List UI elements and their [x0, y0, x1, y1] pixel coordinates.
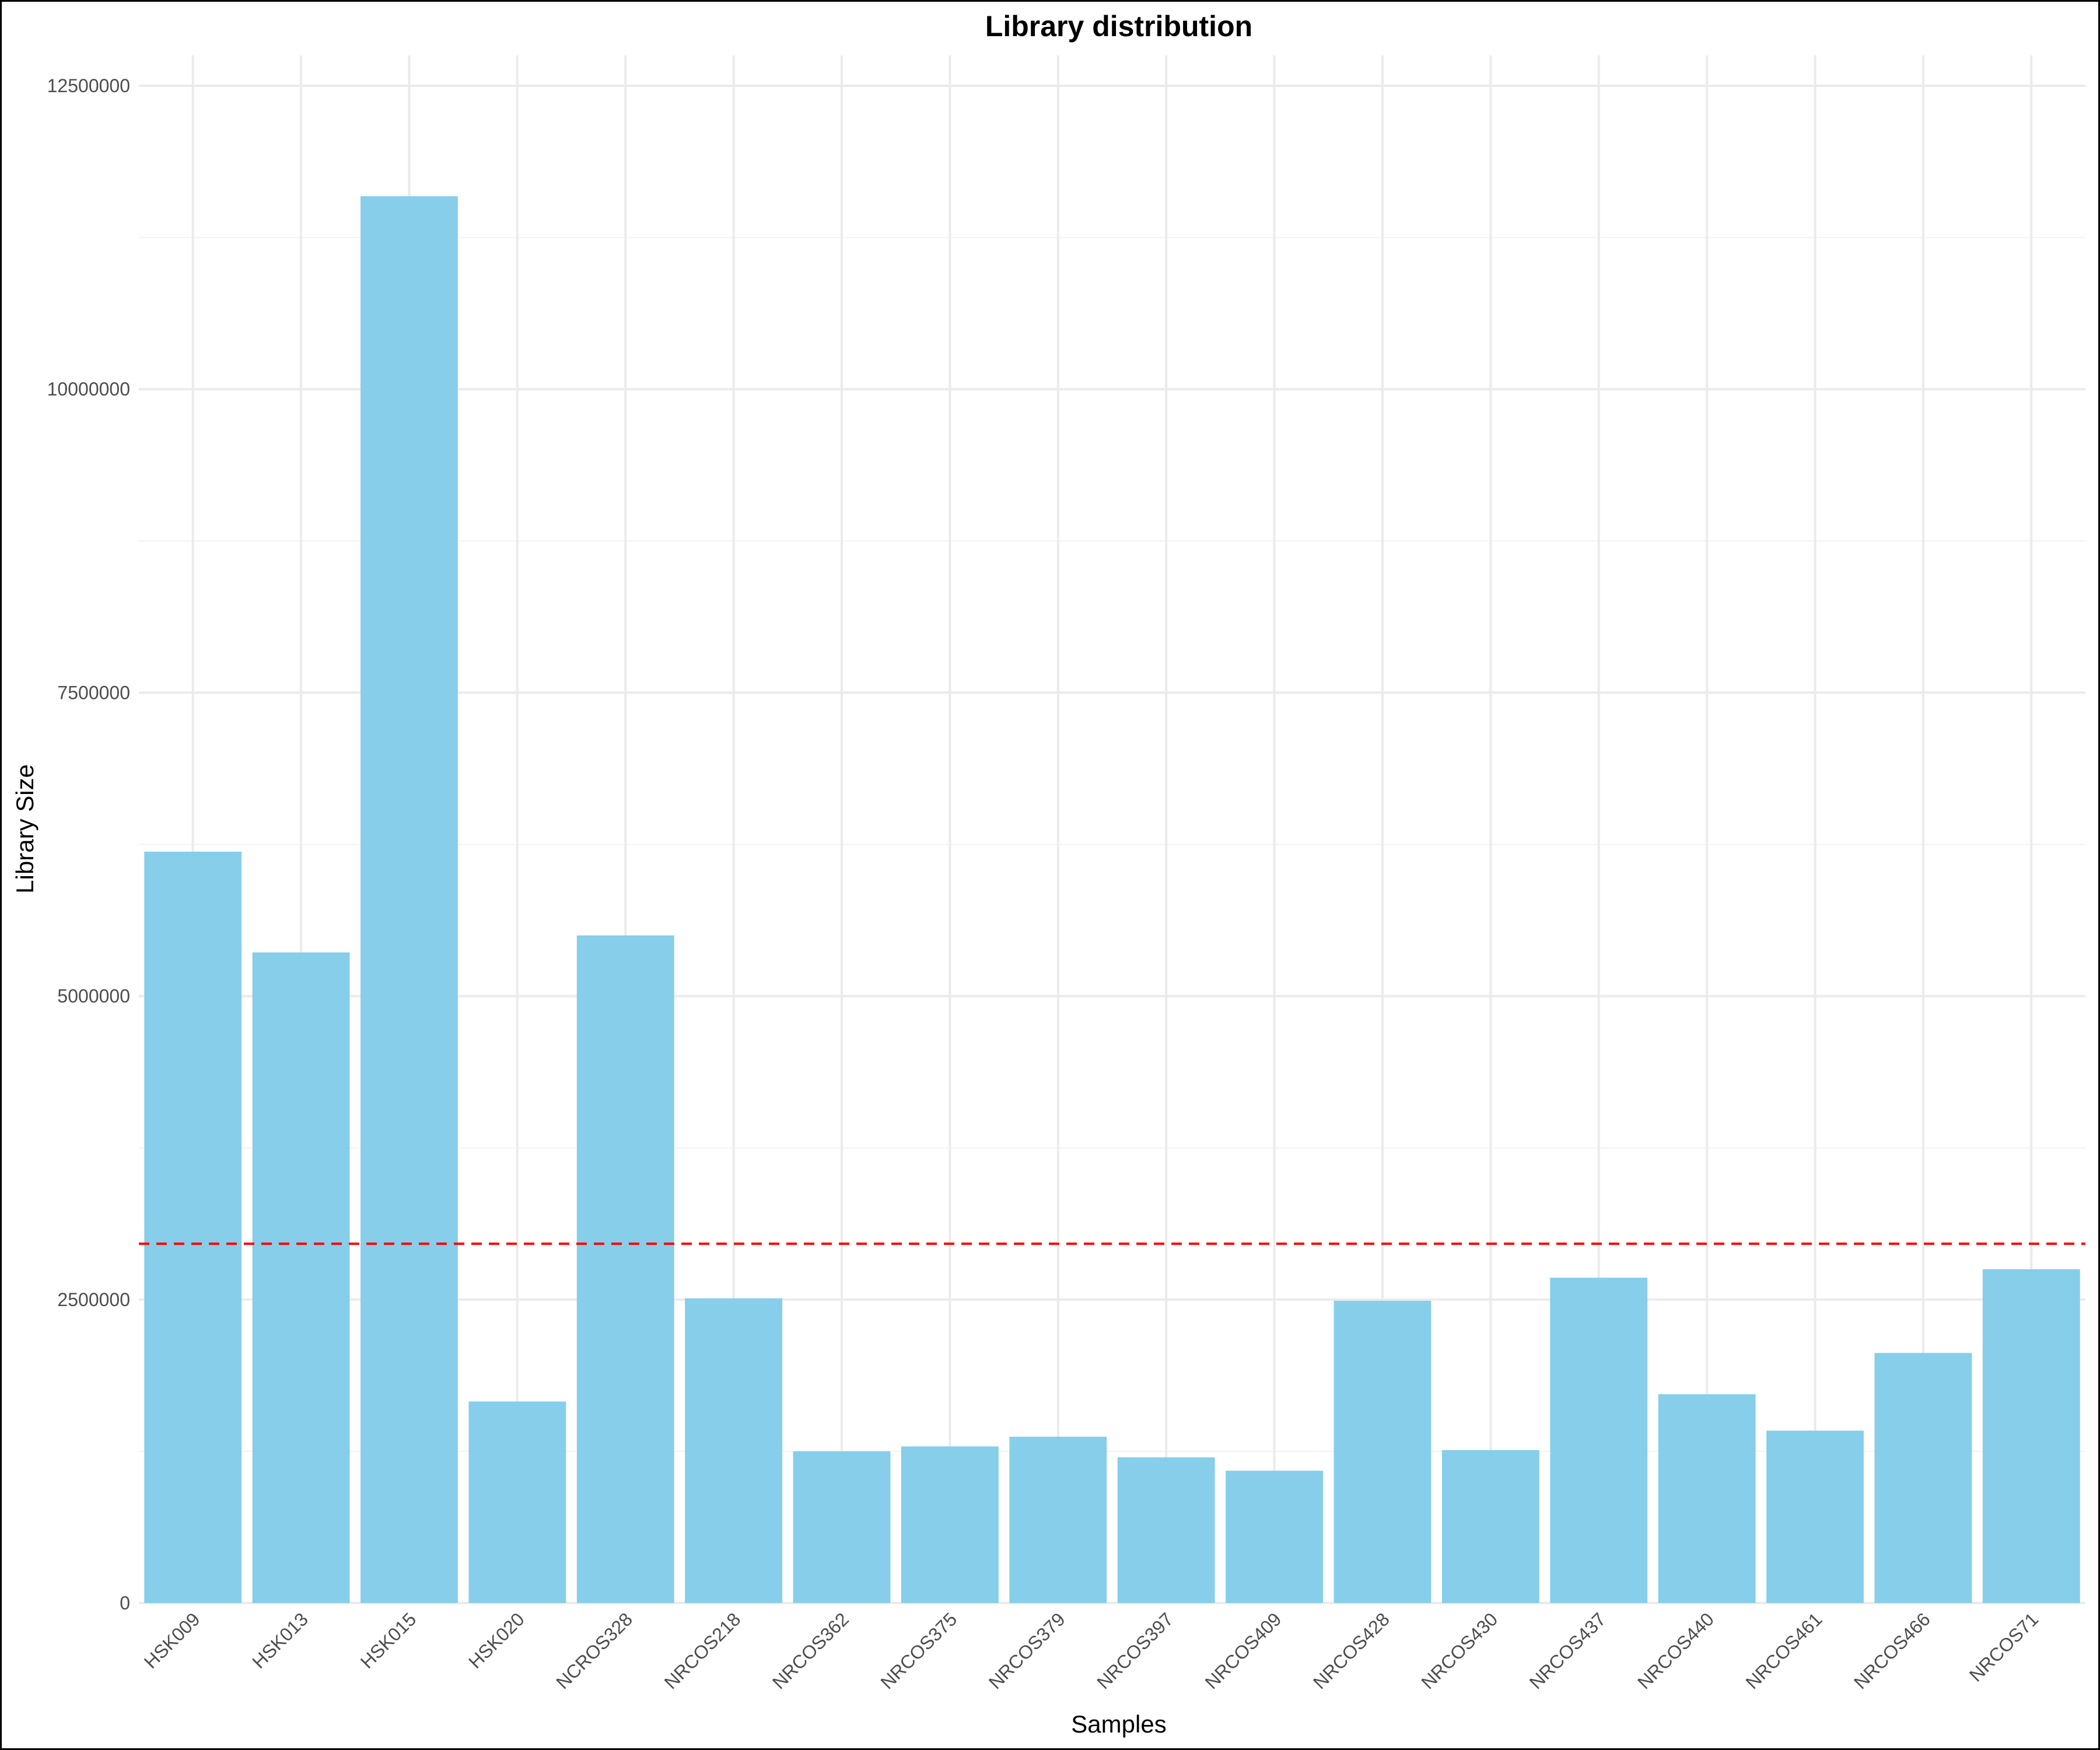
bar-nrcos397	[1117, 1457, 1215, 1603]
bar-hsk013	[252, 952, 350, 1603]
y-tick-label: 12500000	[47, 75, 130, 96]
bar-nrcos428	[1334, 1300, 1432, 1603]
x-tick-label: NRCOS409	[1201, 1608, 1286, 1693]
bar-nrcos218	[685, 1298, 783, 1603]
bar-hsk020	[468, 1401, 566, 1603]
x-tick-label: NCROS328	[552, 1608, 636, 1693]
x-tick-label: NRCOS466	[1850, 1608, 1934, 1693]
bar-nrcos409	[1226, 1471, 1324, 1603]
bar-nrcos461	[1766, 1430, 1864, 1603]
x-tick-label: NRCOS461	[1742, 1608, 1826, 1693]
bar-nrcos362	[793, 1451, 891, 1603]
bar-nrcos430	[1441, 1450, 1539, 1603]
x-tick-label: NRCOS375	[876, 1608, 961, 1693]
x-tick-label: NRCOS362	[768, 1608, 853, 1693]
bars	[144, 196, 2080, 1603]
bar-nrcos440	[1658, 1394, 1756, 1603]
bar-nrcos466	[1874, 1353, 1972, 1603]
bar-ncros328	[576, 935, 674, 1603]
x-tick-label: NRCOS379	[985, 1608, 1069, 1693]
y-tick-label: 10000000	[47, 379, 130, 400]
y-tick-label: 7500000	[57, 682, 130, 703]
bar-hsk009	[144, 851, 242, 1603]
x-tick-label: HSK020	[464, 1608, 528, 1672]
x-tick-label: NRCOS440	[1633, 1608, 1718, 1693]
x-tick-label: NRCOS218	[660, 1608, 745, 1693]
x-tick-label: NRCOS397	[1093, 1608, 1177, 1693]
x-tick-label: HSK009	[140, 1608, 204, 1672]
bar-hsk015	[360, 196, 458, 1603]
x-tick-label: NRCOS428	[1309, 1608, 1394, 1693]
y-axis-title: Library Size	[11, 764, 38, 894]
bar-nrcos437	[1550, 1278, 1648, 1603]
y-tick-label: 2500000	[57, 1289, 130, 1310]
x-tick-labels: HSK009 HSK013 HSK015 HSK020 NCROS328 NRCOS218…	[140, 1608, 2042, 1693]
y-tick-labels: 0 2500000 5000000 7500000 10000000 12500000	[47, 75, 130, 1614]
bar-nrcos375	[901, 1446, 999, 1603]
x-tick-label: NRCOS430	[1417, 1608, 1502, 1693]
y-tick-label: 0	[120, 1592, 130, 1614]
x-tick-label: HSK015	[356, 1608, 421, 1672]
bar-nrcos71	[1982, 1269, 2080, 1603]
y-tick-label: 5000000	[57, 986, 130, 1007]
bar-nrcos379	[1009, 1436, 1107, 1603]
x-tick-label: NRCOS71	[1965, 1608, 2042, 1685]
chart-title: Library distribution	[985, 10, 1252, 43]
x-axis-title: Samples	[1071, 1710, 1166, 1738]
x-tick-label: NRCOS437	[1525, 1608, 1610, 1693]
x-tick-label: HSK013	[248, 1608, 312, 1672]
